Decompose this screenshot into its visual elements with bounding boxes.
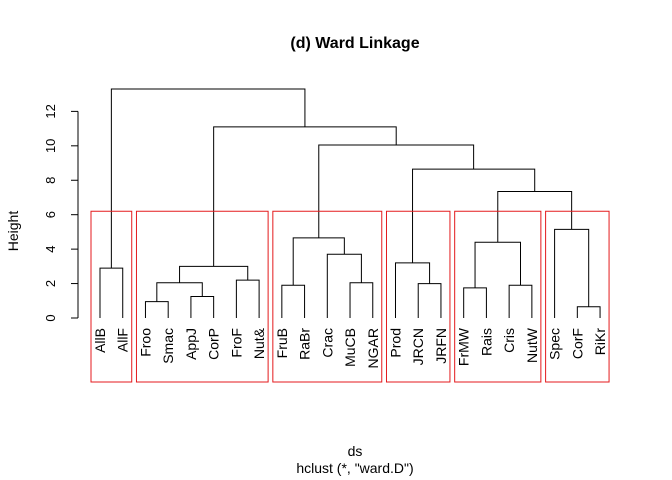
leaf-label: RaBr	[297, 328, 313, 360]
leaf-label: MuCB	[342, 328, 358, 367]
leaf-label: Prod	[387, 328, 403, 358]
merge-link	[326, 253, 362, 318]
leaf-label: Nut&	[251, 327, 267, 359]
y-axis: 0 2 4 6 8 10 12	[43, 104, 79, 322]
x-axis-label: ds	[348, 443, 363, 459]
merge-link	[292, 237, 345, 286]
chart-title: (d) Ward Linkage	[290, 35, 419, 52]
y-tick-label: 8	[43, 177, 58, 184]
merge-link	[179, 265, 249, 283]
dendrogram-tree	[99, 88, 601, 318]
leaf-label: Crac	[319, 328, 335, 358]
merge-link	[412, 168, 536, 263]
leaf-label: FroF	[228, 328, 244, 358]
leaf-label: Spec	[547, 328, 563, 360]
cluster-box	[90, 210, 133, 383]
merge-link	[497, 190, 573, 243]
y-tick-label: 12	[43, 104, 58, 118]
merge-link	[417, 283, 442, 318]
leaf-label: JRCN	[410, 328, 426, 365]
merge-link	[554, 228, 590, 318]
y-tick-label: 4	[43, 246, 58, 253]
cluster-box	[545, 210, 610, 383]
leaf-label: NutW	[524, 327, 540, 363]
leaf-label: Rais	[478, 328, 494, 356]
merge-link	[190, 295, 215, 318]
method-sublabel: hclust (*, "ward.D")	[296, 460, 413, 476]
merge-link	[213, 126, 397, 267]
leaf-labels: AllB AllF Froo Smac AppJ CorP FroF Nut& FruB RaBr…	[92, 327, 608, 368]
merge-link	[110, 88, 306, 269]
leaf-label: CorP	[206, 328, 222, 360]
merge-link	[349, 282, 374, 318]
leaf-label: AppJ	[183, 328, 199, 360]
merge-link	[156, 282, 203, 302]
merge-link	[318, 144, 475, 238]
leaf-label: JRFN	[433, 328, 449, 364]
merge-link	[99, 267, 124, 318]
y-tick-label: 10	[43, 139, 58, 153]
merge-link	[144, 301, 169, 318]
cluster-box	[272, 210, 383, 383]
y-axis-label: Height	[5, 211, 21, 252]
leaf-label: RiKr	[592, 328, 608, 356]
cluster-box	[385, 210, 451, 383]
leaf-label: FruB	[274, 328, 290, 358]
merge-link	[508, 284, 533, 318]
leaf-label: NGAR	[365, 328, 381, 368]
cluster-box	[454, 210, 542, 383]
merge-link	[235, 279, 260, 318]
merge-link	[576, 306, 601, 318]
y-tick-label: 2	[43, 280, 58, 287]
leaf-label: AllF	[115, 328, 131, 352]
leaf-label: Smac	[160, 328, 176, 364]
y-tick-label: 0	[43, 314, 58, 321]
merge-link	[281, 284, 306, 318]
leaf-label: AllB	[92, 328, 108, 353]
leaf-label: FrMW	[456, 327, 472, 366]
cluster-box	[135, 210, 269, 383]
y-tick-label: 6	[43, 211, 58, 218]
merge-link	[463, 287, 487, 318]
merge-link	[474, 241, 522, 288]
leaf-label: Cris	[501, 328, 517, 353]
merge-link	[394, 262, 431, 318]
leaf-label: CorF	[569, 328, 585, 359]
cluster-boxes	[90, 210, 610, 383]
leaf-label: Froo	[137, 328, 153, 357]
